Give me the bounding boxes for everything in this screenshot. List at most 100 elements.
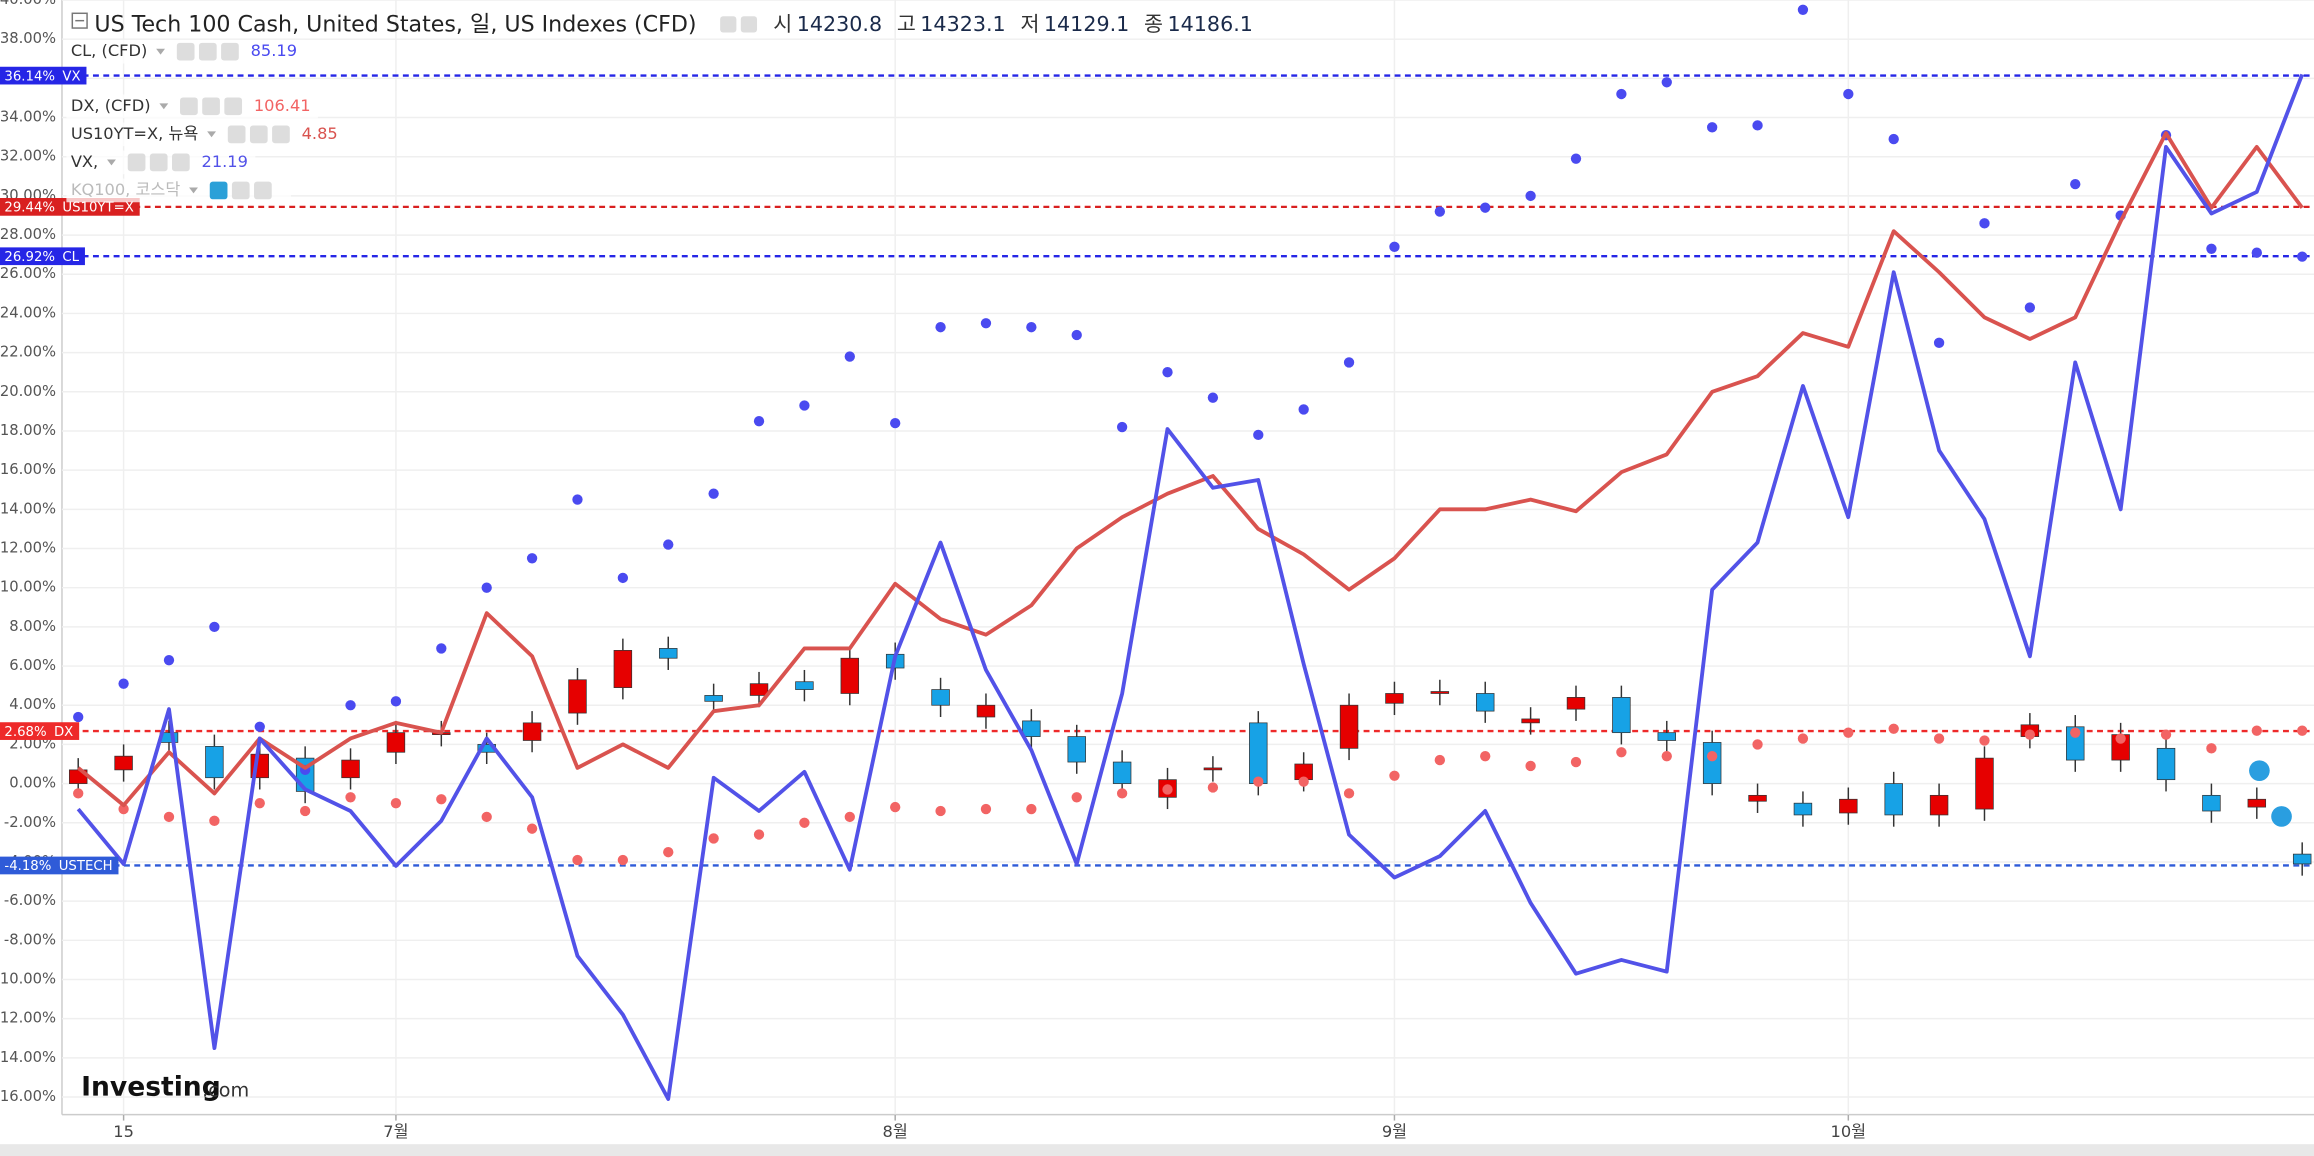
event-marker[interactable]: [2271, 806, 2292, 827]
y-tick-label: 26.00%: [0, 265, 56, 282]
scatter-point: [209, 815, 220, 826]
scatter-point: [799, 817, 810, 828]
legend-name: US10YT=X, 뉴욕: [71, 124, 199, 143]
candle-body: [795, 681, 814, 690]
legend-name: KQ100, 코스닥: [71, 180, 180, 199]
ohlc-label: 종: [1144, 12, 1163, 36]
scatter-point: [753, 416, 765, 427]
legend-icon[interactable]: [149, 153, 168, 172]
scatter-point: [1706, 122, 1718, 133]
scatter-point: [1162, 367, 1173, 378]
scatter-point: [481, 582, 492, 593]
candle-body: [1022, 720, 1041, 737]
candle-body: [1748, 794, 1767, 802]
x-tick-label: 15: [113, 1122, 134, 1141]
legend-icon[interactable]: [180, 97, 198, 116]
scatter-point: [1661, 77, 1672, 88]
scatter-point: [935, 321, 946, 333]
header-icon[interactable]: [720, 16, 737, 33]
candle-body: [2202, 794, 2221, 812]
candle-body: [2292, 853, 2312, 865]
candle-body: [386, 732, 406, 753]
scatter-point: [1843, 88, 1854, 100]
legend-icon[interactable]: [198, 42, 217, 61]
scatter-point: [436, 794, 447, 805]
ohlc-value: 14186.1: [1168, 12, 1253, 36]
candle-body: [704, 695, 723, 702]
legend-icon[interactable]: [272, 125, 290, 144]
candle-body: [1929, 794, 1949, 816]
scatter-point: [1116, 788, 1128, 799]
scatter-point: [1933, 733, 1945, 744]
candle-body: [659, 648, 678, 659]
scatter-point: [572, 494, 583, 505]
legend-icon[interactable]: [254, 181, 272, 200]
scatter-point: [980, 803, 992, 815]
legend-icon[interactable]: [224, 97, 243, 116]
scatter-point: [2115, 733, 2126, 744]
toolbar: [0, 1144, 2314, 1156]
x-tick-label: 7월: [383, 1122, 408, 1141]
y-tick-label: 40.00%: [0, 0, 56, 8]
scatter-point: [254, 798, 265, 809]
legend-icon[interactable]: [176, 42, 195, 61]
scatter-point: [708, 488, 719, 499]
line-series: [76, 73, 2304, 1101]
scatter-point: [345, 792, 356, 803]
legend-value: 4.85: [302, 124, 338, 143]
legend-icon[interactable]: [127, 153, 146, 172]
ohlc-value: 14323.1: [920, 12, 1005, 36]
scatter-point: [118, 678, 129, 689]
y-tick-label: 20.00%: [0, 383, 56, 400]
data-marks: [68, 4, 2312, 1101]
event-marker[interactable]: [2249, 760, 2270, 782]
scatter-point: [118, 803, 129, 815]
legend-icon[interactable]: [209, 181, 228, 200]
candle-body: [1566, 697, 1586, 710]
scatter-point: [980, 318, 992, 329]
candle-body: [1975, 757, 1994, 810]
candle-body: [114, 755, 133, 771]
scatter-point: [163, 655, 175, 666]
legend-icon[interactable]: [202, 97, 220, 116]
candle-body: [205, 746, 224, 779]
scatter-point: [1888, 723, 1899, 734]
y-tick-label: 34.00%: [0, 109, 56, 126]
header-icon[interactable]: [740, 16, 758, 33]
candle-body: [1067, 736, 1086, 763]
candle-body: [1612, 697, 1631, 734]
y-tick-label: 14.00%: [0, 500, 56, 517]
candle-body: [341, 759, 360, 779]
candle-body: [2247, 798, 2267, 808]
grid: [61, 0, 2314, 1115]
scatter-point: [1570, 756, 1582, 768]
price-badge-value: 2.68%: [4, 725, 46, 740]
y-tick-label: 0.00%: [9, 775, 56, 792]
x-tick-label: 9월: [1382, 1122, 1407, 1141]
scatter-point: [390, 798, 402, 809]
candle-body: [976, 704, 996, 718]
scatter-point: [1570, 153, 1582, 164]
legend-icon[interactable]: [227, 125, 246, 144]
scatter-point: [1888, 133, 1899, 145]
scatter-point: [1797, 733, 1809, 744]
candle-body: [1385, 693, 1404, 704]
collapse-icon[interactable]: [71, 12, 88, 29]
legend-caret: [207, 131, 217, 138]
x-tick-label: 8월: [883, 1122, 908, 1141]
legend-icon[interactable]: [171, 153, 190, 172]
legend-icon[interactable]: [231, 181, 250, 200]
y-tick-label: -16.00%: [0, 1088, 56, 1105]
ohlc-value: 14230.8: [797, 12, 882, 36]
scatter-point: [436, 643, 447, 654]
candle-body: [613, 650, 633, 688]
y-tick-label: 32.00%: [0, 148, 56, 165]
legend-icon[interactable]: [221, 42, 239, 61]
scatter-point: [2297, 725, 2308, 736]
scatter-point: [2160, 729, 2172, 740]
scatter-point: [209, 621, 220, 633]
scatter-point: [1979, 735, 1990, 746]
legend-icon[interactable]: [249, 125, 268, 144]
scatter-point: [1706, 751, 1718, 762]
